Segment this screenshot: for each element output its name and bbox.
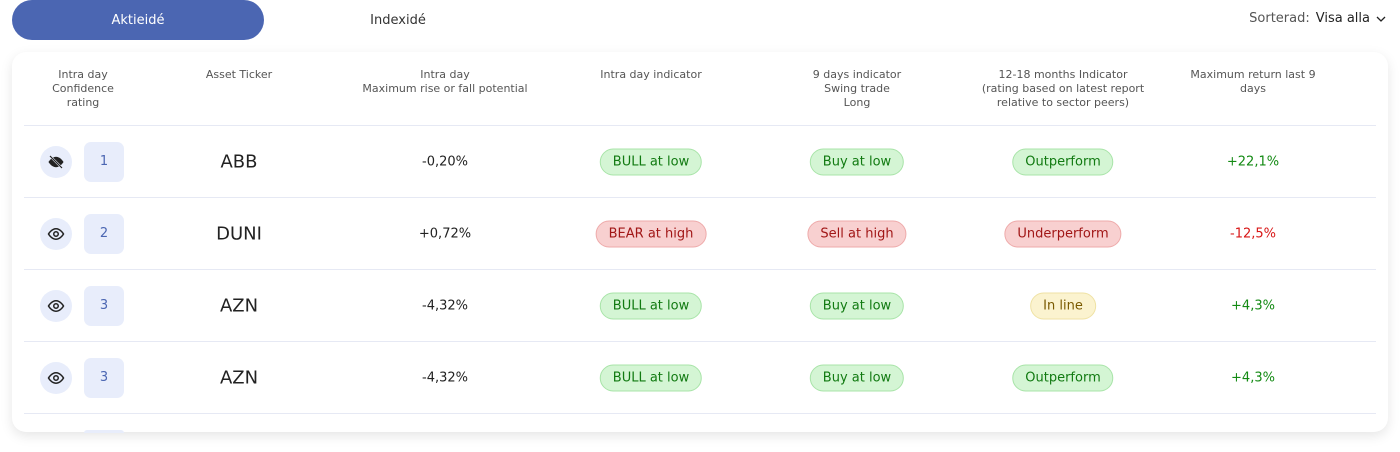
long-term-indicator-badge: In line — [1030, 292, 1096, 319]
intraday-indicator-badge: BEAR at high — [595, 220, 707, 247]
table-row[interactable]: 3 AZN -4,32% BULL at low Buy at low In l… — [24, 269, 1376, 341]
table-row[interactable]: 1 ABB -0,20% BULL at low Buy at low Outp… — [24, 125, 1376, 197]
rating-badge: 1 — [84, 141, 124, 182]
sort-dropdown[interactable]: Sorterad: Visa alla — [1249, 11, 1386, 26]
nine-day-indicator-badge: Buy at low — [809, 292, 905, 319]
eye-icon[interactable] — [40, 289, 72, 322]
header-max-return: Maximum return last 9 days — [1190, 68, 1316, 95]
max-return-value: +4,3% — [1231, 298, 1275, 313]
nine-day-indicator-badge: Sell at high — [807, 220, 907, 247]
intraday-indicator-badge: BULL at low — [599, 364, 703, 391]
nine-day-indicator-badge: Buy at low — [809, 364, 905, 391]
table-row[interactable] — [24, 413, 1376, 433]
eye-icon[interactable] — [40, 217, 72, 250]
long-term-indicator-badge: Outperform — [1012, 364, 1114, 391]
header-intraday: Intra day indicator — [600, 68, 702, 81]
header-long-term: 12-18 months Indicator (rating based on … — [981, 68, 1145, 109]
eye-icon[interactable] — [40, 361, 72, 394]
potential-value: -4,32% — [422, 298, 468, 313]
intraday-indicator-badge: BULL at low — [599, 148, 703, 175]
eye-off-icon[interactable] — [40, 145, 72, 178]
sort-label: Sorterad: — [1249, 11, 1310, 26]
rating-badge: 3 — [84, 357, 124, 398]
rating-badge: 2 — [84, 213, 124, 254]
header-nine-day: 9 days indicator Swing trade Long — [812, 68, 902, 109]
table-row[interactable]: 2 DUNI +0,72% BEAR at high Sell at high … — [24, 197, 1376, 269]
asset-ticker[interactable]: AZN — [219, 367, 259, 388]
long-term-indicator-badge: Outperform — [1012, 148, 1114, 175]
rating-badge — [84, 430, 124, 433]
asset-ticker[interactable]: ABB — [220, 151, 258, 172]
max-return-value: +4,3% — [1231, 370, 1275, 385]
tab-aktieide[interactable]: Aktieidé — [12, 0, 264, 40]
header-potential: Intra day Maximum rise or fall potential — [362, 68, 528, 95]
sort-value[interactable]: Visa alla — [1315, 11, 1370, 26]
header-ticker: Asset Ticker — [205, 68, 273, 81]
potential-value: -0,20% — [422, 154, 468, 169]
intraday-indicator-badge: BULL at low — [599, 292, 703, 319]
potential-value: -4,32% — [422, 370, 468, 385]
ideas-table: Intra day Confidence rating Asset Ticker I… — [12, 52, 1388, 433]
rating-badge: 3 — [84, 285, 124, 326]
long-term-indicator-badge: Underperform — [1004, 220, 1122, 247]
chevron-down-icon[interactable] — [1376, 14, 1386, 24]
tab-indexide[interactable]: Indexidé — [370, 12, 426, 28]
asset-ticker[interactable]: DUNI — [216, 223, 262, 244]
max-return-value: -12,5% — [1230, 226, 1276, 241]
max-return-value: +22,1% — [1226, 154, 1280, 169]
nine-day-indicator-badge: Buy at low — [809, 148, 905, 175]
header-confidence: Intra day Confidence rating — [52, 68, 114, 109]
potential-value: +0,72% — [418, 226, 472, 241]
table-row[interactable]: 3 AZN -4,32% BULL at low Buy at low Outp… — [24, 341, 1376, 413]
asset-ticker[interactable]: AZN — [219, 295, 259, 316]
